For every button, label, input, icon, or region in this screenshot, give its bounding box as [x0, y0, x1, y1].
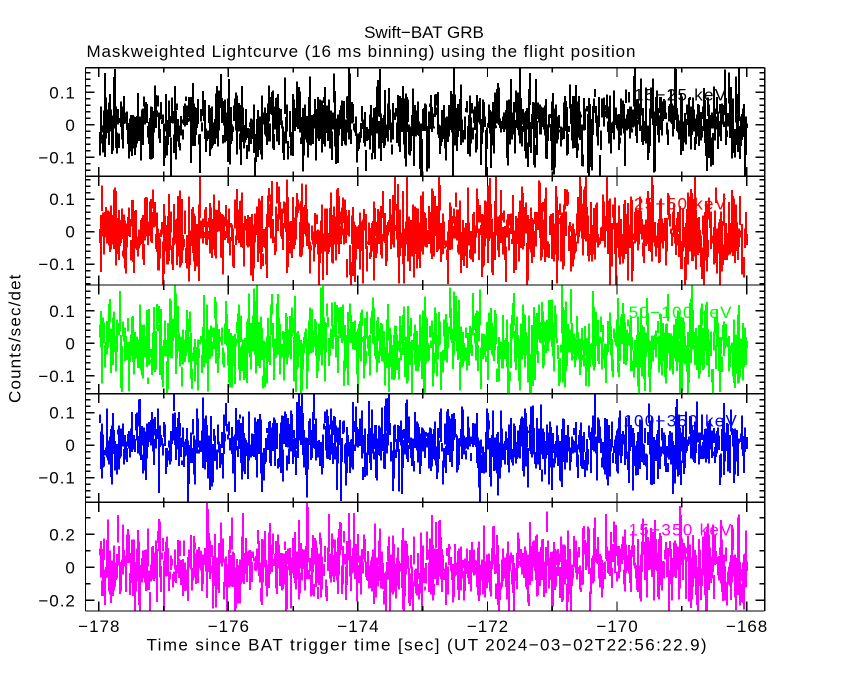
- svg-text:0: 0: [65, 335, 75, 354]
- svg-text:−170: −170: [596, 617, 638, 636]
- svg-text:−172: −172: [467, 617, 509, 636]
- svg-text:0.1: 0.1: [49, 83, 76, 102]
- svg-text:15−25 keV: 15−25 keV: [634, 86, 727, 105]
- svg-text:−0.1: −0.1: [38, 367, 76, 386]
- svg-text:−0.1: −0.1: [38, 469, 76, 488]
- svg-text:−174: −174: [337, 617, 379, 636]
- svg-text:Maskweighted Lightcurve (16 ms: Maskweighted Lightcurve (16 ms binning) …: [87, 42, 637, 61]
- svg-text:15−350 keV: 15−350 keV: [629, 520, 733, 539]
- svg-text:−178: −178: [78, 617, 120, 636]
- svg-text:0.1: 0.1: [49, 302, 76, 321]
- svg-text:Time since BAT trigger time [s: Time since BAT trigger time [sec] (UT 20…: [147, 636, 709, 655]
- svg-text:0: 0: [65, 223, 75, 242]
- svg-text:100−350 keV: 100−350 keV: [623, 412, 738, 431]
- svg-text:0: 0: [65, 116, 75, 135]
- svg-text:−176: −176: [208, 617, 250, 636]
- svg-text:Swift−BAT GRB: Swift−BAT GRB: [364, 23, 484, 42]
- svg-text:0.1: 0.1: [49, 404, 76, 423]
- svg-text:−168: −168: [726, 617, 768, 636]
- svg-text:−0.2: −0.2: [38, 592, 76, 611]
- svg-text:0.1: 0.1: [49, 190, 76, 209]
- svg-text:0.2: 0.2: [49, 525, 76, 544]
- svg-text:−0.1: −0.1: [38, 148, 76, 167]
- svg-text:0: 0: [65, 436, 75, 455]
- svg-text:0: 0: [65, 558, 75, 577]
- svg-text:25−50 keV: 25−50 keV: [634, 194, 727, 213]
- svg-text:50−100 keV: 50−100 keV: [629, 303, 733, 322]
- svg-text:−0.1: −0.1: [38, 255, 76, 274]
- svg-text:Counts/sec/det: Counts/sec/det: [6, 273, 25, 403]
